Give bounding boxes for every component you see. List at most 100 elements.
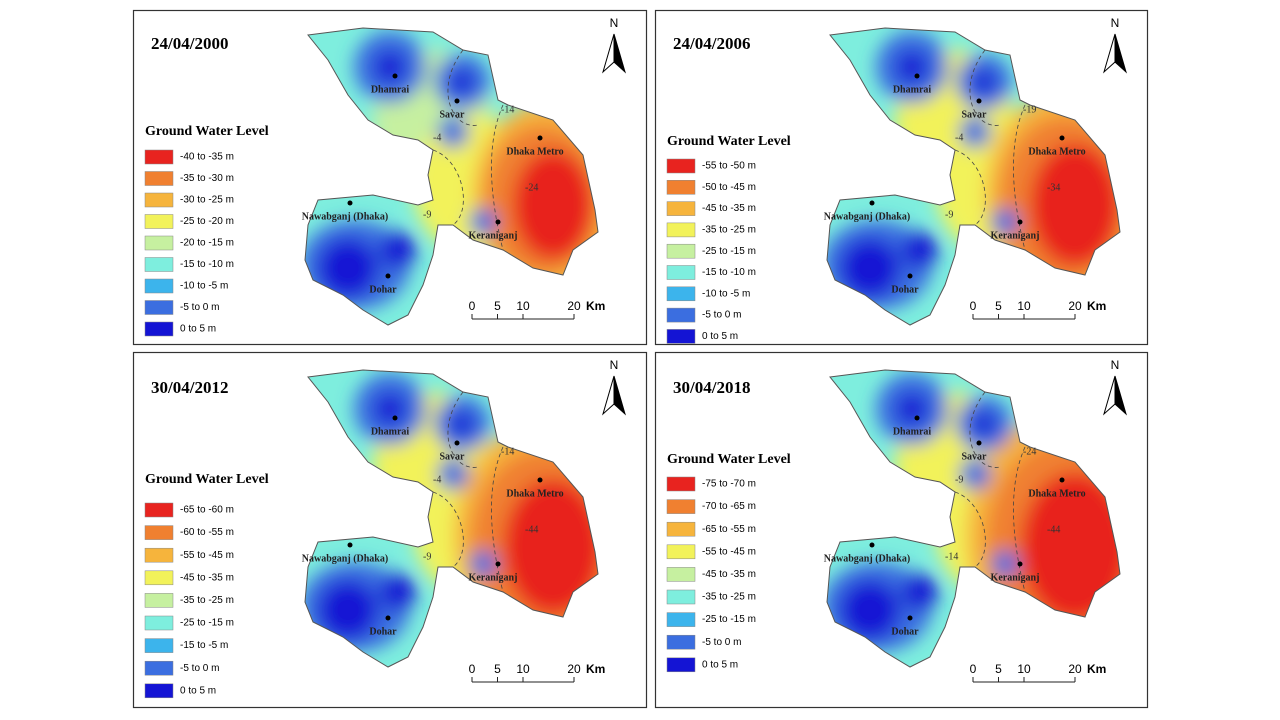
scale-label: 20 [567,662,581,676]
contour-line [1013,446,1026,593]
legend-swatch [144,235,174,251]
map-outline [826,369,1121,668]
well-point [385,615,391,621]
contour-label: -14 [501,446,514,457]
legend-label: -30 to -25 m [180,195,234,206]
map-panel: Dhamrai Savar Dhaka Metro Nawabganj (Dhaka)… [654,351,1149,709]
well-point [869,200,875,206]
panel-date: 30/04/2012 [151,378,228,397]
legend-label: -15 to -10 m [702,267,756,278]
legend-label: -45 to -35 m [702,203,756,214]
well-point [1059,135,1065,141]
legend-swatch [144,570,174,586]
legend-label: -55 to -45 m [180,550,234,561]
legend-label: -55 to -45 m [702,546,756,557]
legend-label: -60 to -55 m [180,527,234,538]
contour-label: -4 [433,132,441,143]
scale-unit: Km [586,662,605,676]
legend-swatch [666,307,696,323]
north-arrow [1114,375,1127,416]
legend-swatch [666,286,696,302]
well-point [1059,477,1065,483]
legend-swatch [144,300,174,315]
legend-label: -35 to -25 m [702,225,756,236]
place-label: Dhamrai [371,84,410,95]
place-label: Savar [440,109,466,120]
place-label: Savar [962,451,988,462]
legend-label: 0 to 5 m [702,331,738,342]
place-label: Nawabganj (Dhaka) [302,211,388,222]
legend-swatch [666,158,696,174]
map-outline [304,369,599,668]
well-point [976,98,982,104]
legend-label: -25 to -15 m [702,614,756,625]
well-point [914,415,920,421]
legend-swatch [144,615,174,631]
legend-label: -45 to -35 m [180,572,234,583]
north-arrow [613,33,626,74]
map-outline [304,27,599,326]
legend-swatch [666,544,696,560]
contour-line [491,446,504,593]
legend-label: -5 to 0 m [180,302,219,313]
legend-swatch [144,547,174,563]
scale-label: 10 [1017,299,1031,313]
well-point [1017,219,1023,225]
well-point [392,415,398,421]
north-label: N [1111,358,1120,372]
scale-label: 0 [469,662,476,676]
contour-label: -9 [955,474,963,485]
place-label: Dhaka Metro [506,146,563,157]
legend-label: -45 to -35 m [702,569,756,580]
legend-swatch [666,243,696,259]
well-point [1017,561,1023,567]
place-label: Dhaka Metro [1028,146,1085,157]
place-label: Keraniganj [991,572,1040,583]
place-label: Nawabganj (Dhaka) [302,553,388,564]
contour-label: -9 [423,209,431,220]
legend-label: 0 to 5 m [180,685,216,696]
legend-label: -15 to -5 m [180,640,228,651]
legend-label: 0 to 5 m [180,324,216,335]
legend-label: -35 to -30 m [180,173,234,184]
place-label: Dhaka Metro [506,488,563,499]
legend-swatch [666,329,696,344]
contour-label: -34 [1047,182,1060,193]
legend-label: -65 to -55 m [702,524,756,535]
well-point [869,542,875,548]
legend-label: -5 to 0 m [702,310,741,321]
legend-title: Ground Water Level [145,472,269,487]
scale-label: 10 [1017,662,1031,676]
scale-label: 5 [995,299,1002,313]
contour-label: -9 [945,209,953,220]
legend-swatch [666,589,696,605]
scale-unit: Km [1087,299,1106,313]
place-label: Dohar [369,284,397,295]
contour-line [954,491,986,568]
map-panel: Dhamrai Savar Dhaka Metro Nawabganj (Dhaka)… [132,9,648,346]
contour-label: -44 [1047,524,1060,535]
contour-label: -24 [525,182,538,193]
north-arrow [1114,33,1127,74]
legend-swatch [144,525,174,540]
legend-label: -5 to 0 m [180,663,219,674]
legend-label: 0 to 5 m [702,659,738,670]
contour-line [432,491,464,568]
well-point [907,273,913,279]
legend-swatch [666,222,696,238]
legend-swatch [144,192,174,208]
groundwater-surface [305,28,598,325]
legend-swatch [666,657,696,673]
legend-swatch [666,476,696,492]
contour-label: -9 [423,551,431,562]
north-label: N [1111,16,1120,30]
place-label: Dohar [369,626,397,637]
contour-label: -4 [433,474,441,485]
scale-label: 0 [970,662,977,676]
legend-swatch [666,612,696,627]
well-point [385,273,391,279]
legend-title: Ground Water Level [667,452,791,467]
well-point [914,73,920,79]
scale-unit: Km [1087,662,1106,676]
contour-label: -19 [1023,104,1036,115]
